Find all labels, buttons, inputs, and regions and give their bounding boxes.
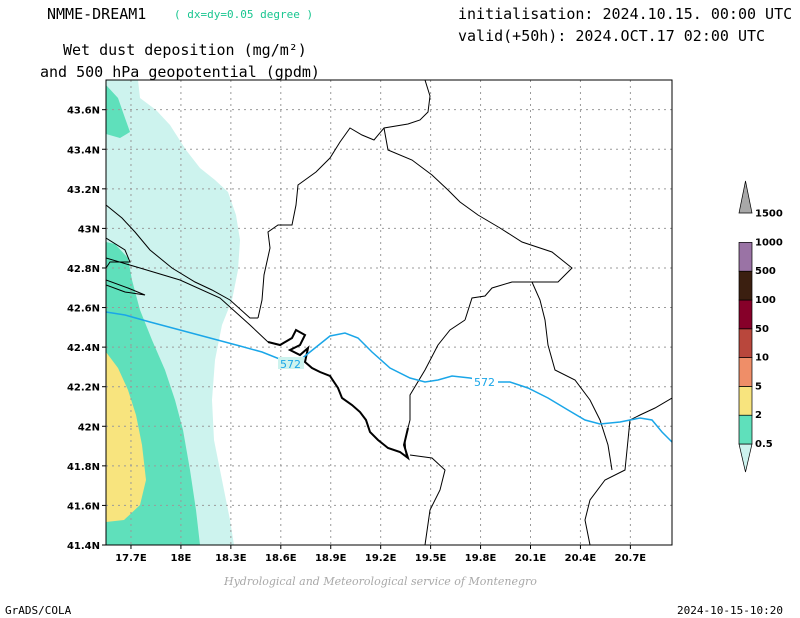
credit-text: Hydrological and Meteorological service … <box>224 575 537 588</box>
lat-tick-label: 43.6N <box>67 106 100 117</box>
contour-label-bg-2 <box>472 376 498 388</box>
border-montenegro-serbia <box>383 127 573 321</box>
legend-color-swatch <box>738 180 753 214</box>
border-croatia-bosnia <box>106 204 258 319</box>
map-grid <box>106 80 672 545</box>
legend-level-label: 5 <box>755 381 762 392</box>
border-kosovo <box>531 281 613 471</box>
legend-level-label: 50 <box>755 324 769 335</box>
lon-tick-label: 18E <box>171 553 192 564</box>
lon-tick-label: 19.2E <box>365 553 397 564</box>
dust-deposition-fill <box>106 80 240 545</box>
dust-band-2-top <box>106 85 130 138</box>
lat-tick-label: 43.2N <box>67 185 100 196</box>
legend-level-label: 100 <box>755 295 776 306</box>
valid-time: valid(+50h): 2024.OCT.17 02:00 UTC <box>458 27 766 45</box>
legend-color-swatch <box>738 414 753 445</box>
legend-colorbar: 0.5 2 5 10 50 100 500 1000 1500 <box>738 180 783 473</box>
lon-tick-label: 18.3E <box>215 553 247 564</box>
border-montenegro-north <box>257 80 431 319</box>
lat-tick-label: 41.6N <box>67 501 100 512</box>
lat-tick-label: 43N <box>78 224 100 235</box>
country-borders <box>106 80 672 545</box>
lat-tick-label: 42.6N <box>67 304 100 315</box>
lat-tick-label: 41.4N <box>67 541 100 552</box>
plot-frame <box>105 79 673 546</box>
lon-tick-label: 19.8E <box>465 553 497 564</box>
lon-tick-label: 18.9E <box>315 553 347 564</box>
legend-level-label: 1000 <box>755 237 783 248</box>
border-line-4 <box>106 279 146 296</box>
legend-level-label: 0.5 <box>755 439 773 450</box>
legend-color-swatch <box>738 386 753 416</box>
longitude-axis: 17.7E 18E 18.3E 18.6E 18.9E 19.2E 19.5E 19.8E 20… <box>115 545 646 564</box>
legend-color-swatch <box>738 357 753 387</box>
lat-tick-label: 43.4N <box>67 145 100 156</box>
legend-color-swatch <box>738 270 753 301</box>
geopotential-contour: 572 572 <box>106 311 672 443</box>
legend-level-label: 10 <box>755 353 769 364</box>
contour-label: 572 <box>280 358 301 371</box>
resolution-label: ( dx=dy=0.05 degree ) <box>174 8 314 21</box>
variable-title-line1: Wet dust deposition (mg/m²) <box>63 41 307 59</box>
lon-tick-label: 17.7E <box>115 553 147 564</box>
legend-level-label: 1500 <box>755 209 783 220</box>
latitude-axis: 41.4N 41.6N 41.8N 42N 42.2N 42.4N 42.6N 42.8N 43… <box>67 106 106 552</box>
border-montenegro-albania <box>404 319 466 456</box>
lat-tick-label: 42.8N <box>67 264 100 275</box>
lon-tick-label: 20.4E <box>565 553 597 564</box>
legend-color-swatch <box>738 242 753 272</box>
legend-color-swatch <box>738 328 753 358</box>
legend-level-label: 2 <box>755 410 762 421</box>
lat-tick-label: 42.2N <box>67 383 100 394</box>
lon-tick-label: 20.1E <box>515 553 547 564</box>
coastline-montenegro <box>267 328 410 461</box>
init-time: initialisation: 2024.10.15. 00:00 UTC <box>458 5 793 23</box>
model-title: NMME-DREAM1 <box>47 5 147 23</box>
legend-color-swatch <box>738 443 753 473</box>
variable-title-line2: and 500 hPa geopotential (gpdm) <box>40 63 320 81</box>
coastline <box>267 328 410 461</box>
dust-band-5 <box>106 352 146 522</box>
contour-label-bg-1 <box>278 357 304 369</box>
lat-tick-label: 42.4N <box>67 343 100 354</box>
border-albania-south <box>409 454 446 545</box>
border-line-2 <box>106 257 269 343</box>
lat-tick-label: 41.8N <box>67 462 100 473</box>
legend-level-label: 500 <box>755 266 776 277</box>
footer-timestamp: 2024-10-15-10:20 <box>677 604 783 617</box>
contour-label: 572 <box>474 376 495 389</box>
border-macedonia <box>584 397 672 545</box>
legend-color-swatch <box>738 299 753 330</box>
lon-tick-label: 19.5E <box>415 553 447 564</box>
footer-software: GrADS/COLA <box>5 604 72 617</box>
lat-tick-label: 42N <box>78 422 100 433</box>
lon-tick-label: 18.6E <box>265 553 297 564</box>
border-line-3 <box>106 237 131 269</box>
contour-572 <box>106 311 672 443</box>
lon-tick-label: 20.7E <box>615 553 647 564</box>
